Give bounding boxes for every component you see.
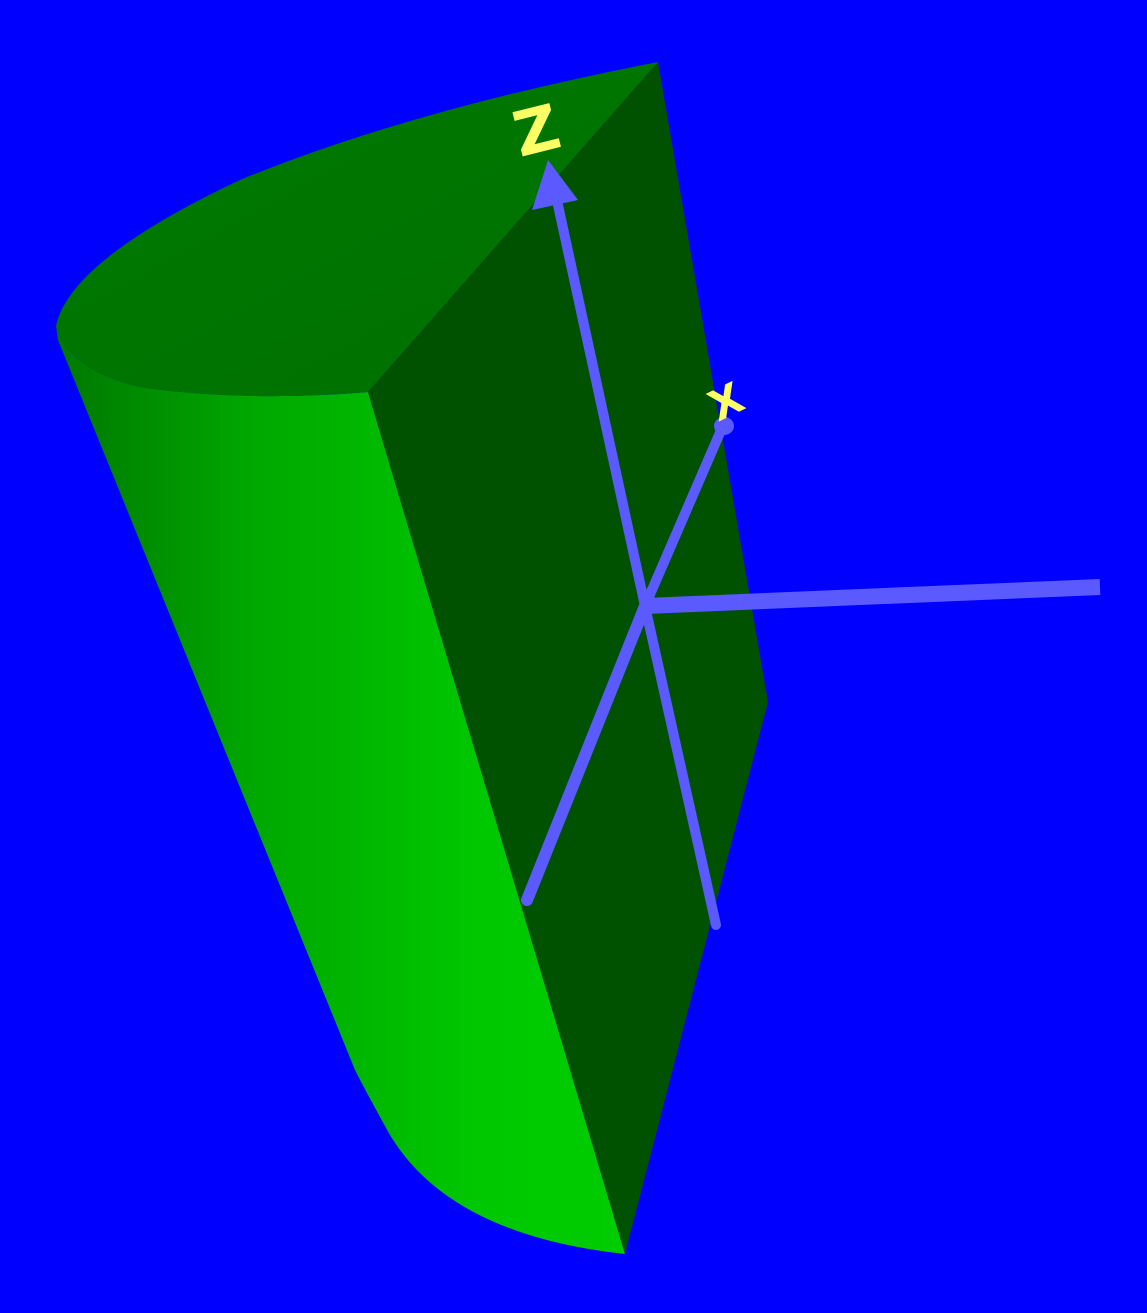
half-cylinder-top-cap: [56, 62, 658, 397]
half-cylinder[interactable]: [56, 62, 768, 1254]
axis-right: [644, 579, 1101, 614]
axis-z: [551, 191, 650, 611]
axis-x-end-cap: [714, 417, 734, 435]
axis-z-negative: [640, 601, 721, 930]
axis-z-arrowhead: [532, 160, 578, 210]
half-cylinder-flat-face: [368, 62, 768, 1254]
axis-x-negative: [521, 600, 651, 906]
axis-x: [640, 423, 727, 611]
axes: [521, 160, 1101, 930]
half-cylinder-curved-surface: [56, 326, 625, 1254]
